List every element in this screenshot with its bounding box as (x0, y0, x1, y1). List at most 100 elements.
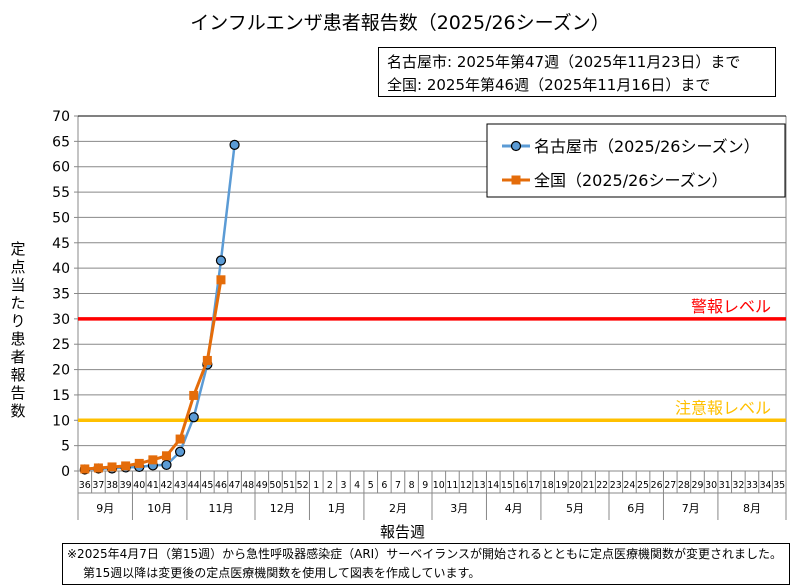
footnote-line-2: 第15週以降は変更後の定点医療機関数を使用して図表を作成しています。 (83, 566, 481, 580)
data-point-national (134, 458, 144, 468)
warning-level-label: 注意報レベル (675, 398, 771, 417)
week-label: 43 (174, 480, 186, 491)
week-label: 49 (256, 480, 268, 491)
y-tick-label: 40 (52, 261, 70, 277)
y-tick-label: 20 (52, 363, 70, 379)
week-label: 12 (460, 480, 472, 491)
y-tick-label: 10 (52, 413, 70, 429)
week-label: 22 (596, 480, 608, 491)
week-label: 31 (719, 480, 731, 491)
week-label: 16 (515, 480, 527, 491)
y-axis-label: 定点当たり患者報告数 (10, 240, 26, 420)
legend-box (486, 123, 786, 198)
alarm-level-label: 警報レベル (691, 297, 771, 316)
week-label: 19 (555, 480, 567, 491)
legend-marker-circle-icon (510, 140, 522, 152)
legend-label: 名古屋市（2025/26シーズン） (534, 137, 760, 156)
y-tick-label: 50 (52, 210, 70, 226)
data-point-nagoya (161, 459, 172, 471)
footnote-box: ※2025年4月7日（第15週）から急性呼吸器感染症（ARI）サーベイランスが開… (62, 543, 790, 585)
month-label: 7月 (682, 502, 700, 515)
data-point-national (107, 462, 117, 472)
legend-label: 全国（2025/26シーズン） (534, 171, 728, 190)
month-label: 4月 (505, 502, 523, 515)
month-label: 6月 (627, 502, 645, 515)
week-label: 8 (409, 480, 415, 491)
week-label: 18 (542, 480, 554, 491)
month-label: 10月 (147, 502, 172, 515)
week-label: 13 (474, 480, 486, 491)
week-label: 25 (637, 480, 649, 491)
week-label: 11 (446, 480, 458, 491)
week-label: 51 (283, 480, 295, 491)
data-point-nagoya (188, 412, 199, 423)
data-point-national (175, 434, 185, 444)
week-label: 26 (651, 480, 663, 491)
month-label: 1月 (328, 502, 346, 515)
week-label: 34 (760, 480, 772, 491)
data-point-nagoya (215, 255, 227, 266)
week-label: 5 (368, 480, 374, 491)
data-point-national (216, 275, 226, 285)
week-label: 2 (327, 480, 333, 491)
chart-title: インフルエンザ患者報告数（2025/26シーズン） (190, 12, 610, 34)
y-tick-label: 0 (61, 464, 70, 480)
week-label: 41 (147, 480, 159, 491)
week-label: 28 (678, 480, 690, 491)
week-label: 48 (242, 480, 254, 491)
week-label: 40 (133, 480, 145, 491)
week-label: 14 (487, 480, 499, 491)
week-label: 45 (201, 480, 213, 491)
week-label: 47 (229, 480, 241, 491)
data-point-nagoya (229, 139, 240, 151)
week-label: 38 (106, 480, 118, 491)
month-label: 8月 (743, 502, 761, 515)
week-label: 33 (746, 480, 758, 491)
week-label: 21 (583, 480, 595, 491)
week-label: 17 (528, 480, 540, 491)
data-point-national (202, 355, 212, 365)
y-tick-label: 55 (52, 185, 70, 201)
week-label: 24 (623, 480, 635, 491)
series-line (84, 279, 223, 471)
week-label: 35 (773, 480, 785, 491)
week-label: 1 (313, 480, 319, 491)
data-point-national (121, 461, 131, 471)
data-point-national (189, 390, 199, 400)
y-tick-label: 45 (52, 236, 70, 252)
month-label: 2月 (389, 502, 407, 515)
week-label: 52 (297, 480, 309, 491)
data-point-national (80, 464, 90, 474)
week-label: 3 (341, 480, 347, 491)
week-label: 6 (381, 480, 387, 491)
week-label: 15 (501, 480, 513, 491)
month-label: 12月 (270, 502, 295, 515)
week-label: 30 (705, 480, 717, 491)
month-label: 5月 (566, 502, 584, 515)
data-period-box: 名古屋市: 2025年第47週（2025年11月23日）まで 全国: 2025年… (378, 47, 776, 97)
month-label: 3月 (450, 502, 468, 515)
y-tick-label: 30 (52, 312, 70, 328)
data-point-national (93, 463, 103, 473)
y-tick-label: 70 (52, 109, 70, 125)
week-label: 10 (433, 480, 445, 491)
data-point-national (148, 455, 158, 465)
week-label: 50 (269, 480, 281, 491)
legend-marker-square-icon (511, 175, 521, 185)
footnote-line-1: ※2025年4月7日（第15週）から急性呼吸器感染症（ARI）サーベイランスが開… (67, 547, 782, 561)
week-label: 27 (664, 480, 676, 491)
info-line-nagoya: 名古屋市: 2025年第47週（2025年11月23日）まで (387, 53, 741, 71)
week-label: 7 (395, 480, 401, 491)
week-label: 4 (354, 480, 360, 491)
week-label: 44 (188, 480, 200, 491)
y-tick-label: 15 (52, 388, 70, 404)
info-line-national: 全国: 2025年第46週（2025年11月16日）まで (387, 76, 711, 94)
month-label: 9月 (96, 502, 114, 515)
y-tick-label: 25 (52, 337, 70, 353)
week-label: 37 (92, 480, 104, 491)
week-label: 42 (161, 480, 173, 491)
data-point-national (162, 451, 171, 461)
y-tick-label: 65 (52, 134, 70, 150)
